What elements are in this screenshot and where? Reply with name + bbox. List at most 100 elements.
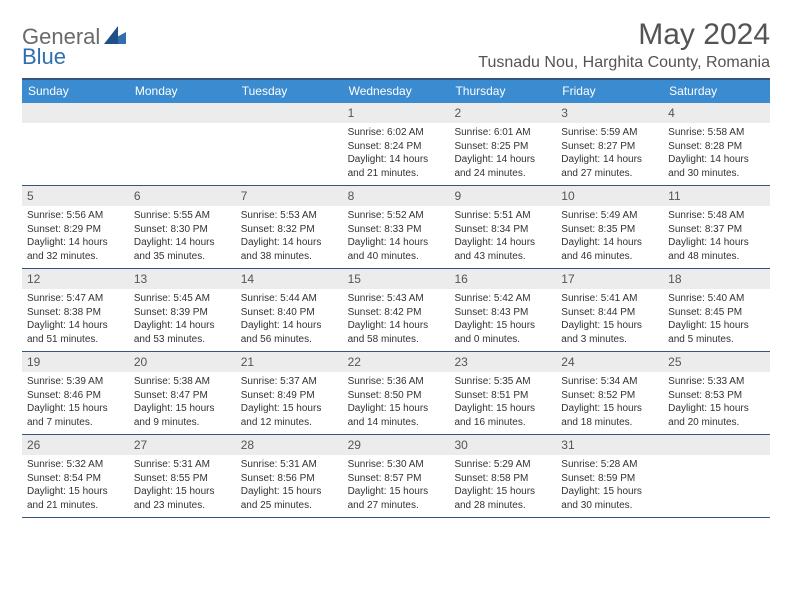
sunset-line: Sunset: 8:27 PM (561, 140, 659, 154)
sunset-line: Sunset: 8:35 PM (561, 223, 659, 237)
day-number-empty (22, 103, 129, 123)
daylight-line2: and 20 minutes. (668, 416, 766, 430)
dow-row: SundayMondayTuesdayWednesdayThursdayFrid… (22, 80, 770, 103)
day-cell (22, 103, 129, 185)
day-body: Sunrise: 5:58 AMSunset: 8:28 PMDaylight:… (663, 123, 770, 184)
sunset-line: Sunset: 8:59 PM (561, 472, 659, 486)
daylight-line1: Daylight: 14 hours (348, 236, 446, 250)
daylight-line2: and 12 minutes. (241, 416, 339, 430)
day-cell: 12Sunrise: 5:47 AMSunset: 8:38 PMDayligh… (22, 269, 129, 351)
day-number: 6 (129, 186, 236, 206)
day-cell: 2Sunrise: 6:01 AMSunset: 8:25 PMDaylight… (449, 103, 556, 185)
dow-cell: Tuesday (236, 80, 343, 103)
daylight-line2: and 24 minutes. (454, 167, 552, 181)
daylight-line1: Daylight: 15 hours (348, 485, 446, 499)
daylight-line2: and 21 minutes. (27, 499, 125, 513)
day-body: Sunrise: 5:45 AMSunset: 8:39 PMDaylight:… (129, 289, 236, 350)
day-body: Sunrise: 5:56 AMSunset: 8:29 PMDaylight:… (22, 206, 129, 267)
day-body: Sunrise: 6:02 AMSunset: 8:24 PMDaylight:… (343, 123, 450, 184)
day-cell: 25Sunrise: 5:33 AMSunset: 8:53 PMDayligh… (663, 352, 770, 434)
daylight-line1: Daylight: 14 hours (454, 236, 552, 250)
page: General May 2024 Tusnadu Nou, Harghita C… (0, 0, 792, 518)
day-cell: 23Sunrise: 5:35 AMSunset: 8:51 PMDayligh… (449, 352, 556, 434)
day-number: 13 (129, 269, 236, 289)
day-cell: 14Sunrise: 5:44 AMSunset: 8:40 PMDayligh… (236, 269, 343, 351)
sunset-line: Sunset: 8:33 PM (348, 223, 446, 237)
sunset-line: Sunset: 8:56 PM (241, 472, 339, 486)
day-body: Sunrise: 6:01 AMSunset: 8:25 PMDaylight:… (449, 123, 556, 184)
sunrise-line: Sunrise: 5:55 AM (134, 209, 232, 223)
sunrise-line: Sunrise: 5:56 AM (27, 209, 125, 223)
sunrise-line: Sunrise: 5:34 AM (561, 375, 659, 389)
sunset-line: Sunset: 8:30 PM (134, 223, 232, 237)
sunset-line: Sunset: 8:45 PM (668, 306, 766, 320)
day-cell: 19Sunrise: 5:39 AMSunset: 8:46 PMDayligh… (22, 352, 129, 434)
day-cell: 21 Sunrise: 5:37 AMSunset: 8:49 PMDayligh… (236, 352, 343, 434)
sunrise-line: Sunrise: 5:40 AM (668, 292, 766, 306)
daylight-line2: and 46 minutes. (561, 250, 659, 264)
sunrise-line: Sunrise: 5:39 AM (27, 375, 125, 389)
daylight-line2: and 43 minutes. (454, 250, 552, 264)
sunrise-line: Sunrise: 6:01 AM (454, 126, 552, 140)
sunset-line: Sunset: 8:28 PM (668, 140, 766, 154)
dow-cell: Saturday (663, 80, 770, 103)
dow-cell: Wednesday (343, 80, 450, 103)
sunset-line: Sunset: 8:25 PM (454, 140, 552, 154)
daylight-line1: Daylight: 15 hours (241, 402, 339, 416)
sunrise-line: Sunrise: 5:33 AM (668, 375, 766, 389)
day-body: Sunrise: 5:44 AMSunset: 8:40 PMDaylight:… (236, 289, 343, 350)
day-cell: 20Sunrise: 5:38 AMSunset: 8:47 PMDayligh… (129, 352, 236, 434)
sunrise-line: Sunrise: 5:44 AM (241, 292, 339, 306)
sunset-line: Sunset: 8:54 PM (27, 472, 125, 486)
sunrise-line: Sunrise: 5:31 AM (241, 458, 339, 472)
daylight-line1: Daylight: 15 hours (668, 319, 766, 333)
day-number-empty (663, 435, 770, 455)
day-number: 28 (236, 435, 343, 455)
day-number: 5 (22, 186, 129, 206)
sunset-line: Sunset: 8:50 PM (348, 389, 446, 403)
brand-part2: Blue (22, 44, 66, 69)
sunrise-line: Sunrise: 5:45 AM (134, 292, 232, 306)
day-cell: 30Sunrise: 5:29 AMSunset: 8:58 PMDayligh… (449, 435, 556, 517)
day-cell: 9Sunrise: 5:51 AMSunset: 8:34 PMDaylight… (449, 186, 556, 268)
sunrise-line: Sunrise: 5:47 AM (27, 292, 125, 306)
location-text: Tusnadu Nou, Harghita County, Romania (478, 54, 770, 72)
sunset-line: Sunset: 8:32 PM (241, 223, 339, 237)
dow-cell: Friday (556, 80, 663, 103)
day-body: Sunrise: 5:35 AMSunset: 8:51 PMDaylight:… (449, 372, 556, 433)
sunrise-line: Sunrise: 5:30 AM (348, 458, 446, 472)
day-body: Sunrise: 5:29 AMSunset: 8:58 PMDaylight:… (449, 455, 556, 516)
sunrise-line: Sunrise: 5:41 AM (561, 292, 659, 306)
day-number: 15 (343, 269, 450, 289)
week-row: 12Sunrise: 5:47 AMSunset: 8:38 PMDayligh… (22, 269, 770, 352)
dow-cell: Sunday (22, 80, 129, 103)
day-number-empty (236, 103, 343, 123)
sunset-line: Sunset: 8:49 PM (241, 389, 339, 403)
day-body: Sunrise: 5:52 AMSunset: 8:33 PMDaylight:… (343, 206, 450, 267)
day-number: 29 (343, 435, 450, 455)
sunset-line: Sunset: 8:38 PM (27, 306, 125, 320)
day-number: 2 (449, 103, 556, 123)
brand-mark-icon (104, 26, 126, 49)
day-cell: 6Sunrise: 5:55 AMSunset: 8:30 PMDaylight… (129, 186, 236, 268)
daylight-line1: Daylight: 14 hours (454, 153, 552, 167)
sunrise-line: Sunrise: 5:37 AM (241, 375, 339, 389)
sunrise-line: Sunrise: 5:58 AM (668, 126, 766, 140)
daylight-line2: and 27 minutes. (348, 499, 446, 513)
day-cell: 4Sunrise: 5:58 AMSunset: 8:28 PMDaylight… (663, 103, 770, 185)
header-right: May 2024 Tusnadu Nou, Harghita County, R… (478, 18, 770, 72)
week-row: 19Sunrise: 5:39 AMSunset: 8:46 PMDayligh… (22, 352, 770, 435)
sunrise-line: Sunrise: 5:53 AM (241, 209, 339, 223)
daylight-line2: and 56 minutes. (241, 333, 339, 347)
day-cell (663, 435, 770, 517)
day-number: 17 (556, 269, 663, 289)
week-row: 5Sunrise: 5:56 AMSunset: 8:29 PMDaylight… (22, 186, 770, 269)
day-number: 21 (236, 352, 343, 372)
sunset-line: Sunset: 8:44 PM (561, 306, 659, 320)
sunset-line: Sunset: 8:58 PM (454, 472, 552, 486)
day-body: Sunrise: 5:33 AMSunset: 8:53 PMDaylight:… (663, 372, 770, 433)
day-number: 20 (129, 352, 236, 372)
day-body: Sunrise: 5:59 AMSunset: 8:27 PMDaylight:… (556, 123, 663, 184)
daylight-line2: and 7 minutes. (27, 416, 125, 430)
day-cell: 31Sunrise: 5:28 AMSunset: 8:59 PMDayligh… (556, 435, 663, 517)
